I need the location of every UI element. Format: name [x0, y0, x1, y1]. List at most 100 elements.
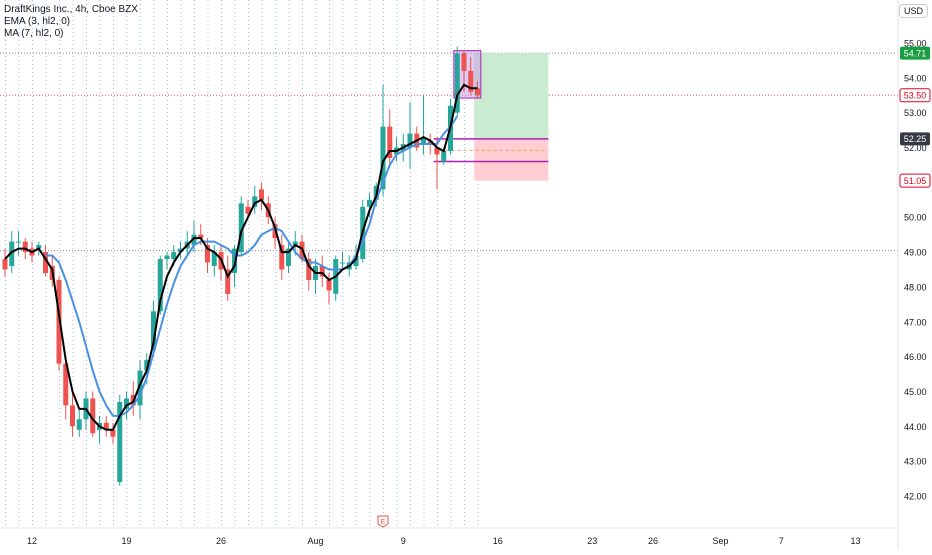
earnings-marker-label: E — [381, 519, 386, 526]
candle-body — [245, 206, 251, 214]
x-tick-label: Sep — [712, 536, 728, 546]
price-label-bg — [900, 46, 930, 60]
y-tick-label: 48.00 — [904, 282, 927, 292]
candle-body — [319, 266, 325, 277]
ma-line — [45, 115, 459, 417]
candle-body — [475, 88, 480, 96]
x-tick-label: 16 — [493, 536, 503, 546]
candle-body — [211, 252, 217, 267]
y-tick-label: 45.00 — [904, 387, 927, 397]
candle — [205, 238, 210, 273]
candle — [279, 234, 285, 280]
candle — [2, 248, 8, 277]
x-tick-label: 26 — [216, 536, 226, 546]
candle-body — [454, 53, 460, 113]
candle-body — [63, 363, 69, 406]
candle-body — [252, 196, 258, 207]
candle-body — [90, 398, 96, 434]
x-tick-label: 7 — [779, 536, 784, 546]
candle-body — [205, 245, 210, 263]
candle — [117, 394, 123, 486]
x-tick-label: 23 — [587, 536, 597, 546]
candle-body — [279, 245, 285, 270]
candle — [306, 252, 312, 291]
candle-body — [421, 137, 426, 145]
candle — [286, 241, 291, 273]
candle — [252, 185, 258, 214]
candle — [178, 241, 183, 260]
candle-body — [387, 126, 393, 158]
ema-legend[interactable]: EMA (3, hl2, 0) — [4, 16, 71, 27]
candle-body — [380, 126, 386, 190]
chart-legend: DraftKings Inc., 4h, Cboe BZX EMA (3, hl… — [4, 4, 138, 40]
candle-body — [306, 259, 312, 280]
candle-body — [292, 241, 298, 246]
candle-body — [144, 360, 150, 371]
candle — [164, 252, 170, 270]
candle-body — [461, 53, 467, 71]
candle-body — [427, 140, 433, 145]
candle-body — [103, 422, 109, 430]
currency-badge[interactable]: USD — [898, 4, 928, 18]
candle-body — [407, 133, 413, 148]
candle-body — [353, 255, 359, 267]
ma-legend[interactable]: MA (7, hl2, 0) — [4, 28, 64, 39]
candle-body — [76, 419, 82, 430]
candle — [326, 272, 332, 305]
earnings-marker: E — [377, 515, 389, 528]
x-tick-label: 26 — [648, 536, 658, 546]
y-tick-label: 50.00 — [904, 213, 927, 223]
candle — [70, 387, 75, 437]
symbol-title[interactable]: DraftKings Inc., 4h, Cboe BZX — [4, 4, 138, 15]
candle — [16, 231, 21, 256]
candle-body — [110, 429, 116, 437]
price-label-text: 52.25 — [904, 134, 927, 144]
candle-body — [178, 248, 183, 253]
y-tick-label: 43.00 — [904, 457, 927, 467]
loss-zone — [474, 138, 549, 181]
price-label: 54.71 — [900, 46, 930, 60]
candle — [475, 81, 480, 99]
candle-body — [468, 70, 474, 92]
candle — [407, 102, 413, 169]
candle-body — [191, 234, 197, 246]
candle-body — [225, 269, 231, 294]
y-tick-label: 55.00 — [904, 39, 927, 49]
ema-line — [4, 83, 478, 431]
candle — [340, 252, 345, 270]
candle-body — [56, 279, 62, 364]
x-tick-label: 19 — [121, 536, 131, 546]
candle-body — [117, 401, 123, 483]
price-label: 51.05 — [899, 173, 931, 188]
candle-body — [157, 259, 163, 312]
y-tick-label: 53.00 — [904, 108, 927, 118]
price-label-text: 51.05 — [904, 176, 927, 186]
candle-body — [151, 311, 156, 350]
candle — [76, 408, 82, 437]
candle-body — [22, 241, 28, 253]
candle-body — [124, 398, 129, 409]
candle-body — [367, 199, 372, 207]
price-label: 52.25 — [900, 132, 930, 146]
profit-zone — [474, 53, 549, 139]
price-label-bg — [899, 173, 931, 188]
candle-body — [9, 241, 15, 267]
y-tick-label: 49.00 — [904, 248, 927, 258]
candle — [259, 182, 264, 211]
x-axis-ticks: 12 19 26 Aug 9 16 23 26 Sep 7 13 — [27, 536, 861, 546]
candle-body — [198, 234, 204, 239]
candle-body — [326, 279, 332, 291]
candle-body — [340, 262, 345, 264]
candle — [434, 137, 440, 190]
y-tick-label: 46.00 — [904, 352, 927, 362]
candle — [137, 360, 143, 420]
candle — [238, 196, 244, 256]
candle — [380, 84, 386, 197]
x-tick-label: Aug — [307, 536, 323, 546]
candle-body — [70, 405, 75, 427]
price-label-text: 53.50 — [904, 91, 927, 101]
candle-body — [137, 370, 143, 406]
candle-body — [238, 203, 244, 253]
